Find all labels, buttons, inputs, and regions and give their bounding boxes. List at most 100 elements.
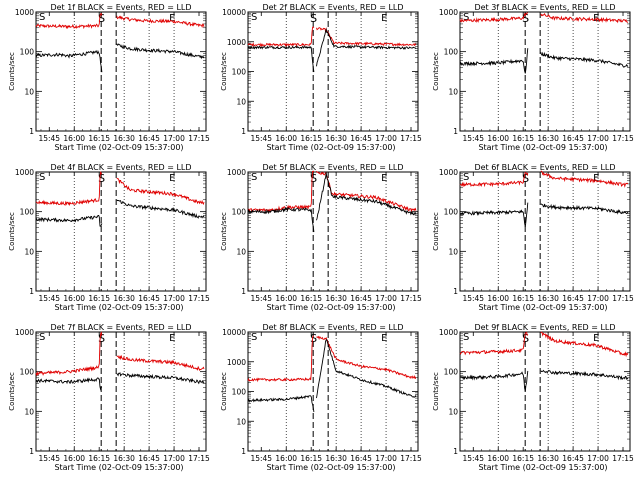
y-tick-label: 10 — [448, 247, 458, 256]
chart-title: Det 1f BLACK = Events, RED = LLD — [50, 3, 191, 12]
plot-frame — [247, 331, 419, 452]
y-tick-label: 100 — [444, 368, 459, 377]
x-tick-label: 15:45 — [38, 294, 60, 303]
x-tick-label: 16:30 — [537, 294, 559, 303]
x-tick-label: 15:45 — [250, 454, 272, 463]
chart-panel-4: Det 4f BLACK = Events, RED = LLD 1 10 100 10… — [8, 163, 210, 312]
x-tick-label: 16:15 — [512, 454, 534, 463]
x-axis-label: Start Time (02-Oct-09 15:37:00) — [54, 303, 183, 312]
x-tick-label: 17:15 — [400, 454, 422, 463]
series-line-events — [459, 48, 629, 74]
series-line-lld — [247, 170, 417, 214]
chart-panel-6: Det 6f BLACK = Events, RED = LLD 1 10 100 10… — [432, 163, 634, 312]
x-tick-label: 15:45 — [462, 454, 484, 463]
x-axis-label: Start Time (02-Oct-09 15:37:00) — [54, 463, 183, 472]
y-tick-label: 1000 — [15, 168, 34, 177]
y-tick-label: 100 — [232, 388, 247, 397]
y-tick-label: 10 — [448, 87, 458, 96]
x-tick-label: 16:00 — [275, 134, 297, 143]
series-line-lld — [35, 171, 205, 207]
x-tick-label: 16:00 — [275, 294, 297, 303]
y-tick-label: 100 — [232, 68, 247, 77]
start-marker-label: S — [463, 332, 469, 343]
start-marker-label: S — [98, 172, 105, 185]
chart-panel-8: Det 8f BLACK = Events, RED = LLD 1 10 100 10… — [220, 323, 422, 472]
x-tick-label: 16:15 — [300, 134, 322, 143]
x-tick-label: 16:30 — [113, 294, 135, 303]
chart-panel-9: Det 9f BLACK = Events, RED = LLD 1 10 100 10… — [432, 323, 634, 472]
x-tick-label: 16:45 — [138, 294, 160, 303]
start-marker-label: S — [522, 332, 529, 345]
y-axis-label: Counts/sec — [220, 212, 228, 251]
x-tick-label: 17:15 — [612, 294, 634, 303]
series-line-events — [35, 372, 205, 392]
x-tick-label: 16:00 — [487, 134, 509, 143]
plot-frame — [35, 331, 207, 452]
y-tick-label: 1 — [29, 447, 34, 456]
start-marker-label: S — [310, 12, 317, 25]
start-marker-label: S — [98, 12, 105, 25]
x-tick-label: 15:45 — [462, 134, 484, 143]
x-tick-label: 16:45 — [350, 454, 372, 463]
series-line-events — [35, 199, 205, 227]
y-tick-label: 1 — [241, 447, 246, 456]
y-tick-label: 100 — [444, 48, 459, 57]
y-tick-label: 10 — [24, 247, 34, 256]
x-axis-label: Start Time (02-Oct-09 15:37:00) — [54, 143, 183, 152]
y-axis-label: Counts/sec — [432, 52, 440, 91]
x-axis-label: Start Time (02-Oct-09 15:37:00) — [266, 143, 395, 152]
start-marker-label: S — [522, 172, 529, 185]
y-tick-label: 1 — [453, 447, 458, 456]
x-tick-label: 16:30 — [113, 134, 135, 143]
series-line-events — [247, 172, 417, 233]
end-marker-label: E — [381, 13, 387, 24]
start-marker-label: S — [39, 332, 45, 343]
x-tick-label: 17:00 — [163, 454, 185, 463]
plot-frame — [459, 331, 631, 452]
x-tick-label: 17:15 — [188, 454, 210, 463]
y-axis-label: Counts/sec — [8, 212, 16, 251]
x-tick-label: 16:15 — [300, 454, 322, 463]
chart-title: Det 6f BLACK = Events, RED = LLD — [474, 163, 615, 172]
y-tick-label: 10 — [24, 407, 34, 416]
y-tick-label: 1 — [241, 127, 246, 136]
chart-panel-3: Det 3f BLACK = Events, RED = LLD 1 10 100 10… — [432, 3, 634, 152]
end-marker-label: E — [381, 173, 387, 184]
x-tick-label: 15:45 — [38, 454, 60, 463]
x-tick-label: 16:45 — [562, 454, 584, 463]
series-line-lld — [459, 12, 629, 24]
y-tick-label: 1 — [453, 127, 458, 136]
plot-frame — [35, 171, 207, 292]
plot-frame — [247, 171, 419, 292]
end-marker-label: E — [169, 173, 175, 184]
series-line-events — [35, 43, 205, 73]
x-tick-label: 16:45 — [138, 454, 160, 463]
series-line-lld — [35, 12, 205, 30]
y-tick-label: 10 — [24, 87, 34, 96]
x-axis-label: Start Time (02-Oct-09 15:37:00) — [478, 303, 607, 312]
x-tick-label: 16:00 — [487, 454, 509, 463]
x-tick-label: 16:00 — [63, 454, 85, 463]
y-tick-label: 1 — [29, 287, 34, 296]
x-tick-label: 16:15 — [300, 294, 322, 303]
y-axis-label: Counts/sec — [220, 52, 228, 91]
end-marker-label: E — [593, 333, 599, 344]
x-tick-label: 16:15 — [88, 454, 110, 463]
series-line-events — [459, 369, 629, 392]
x-tick-label: 17:00 — [375, 454, 397, 463]
start-marker-label: S — [522, 12, 529, 25]
x-tick-label: 16:15 — [512, 294, 534, 303]
end-marker-label: E — [593, 173, 599, 184]
y-tick-label: 100 — [232, 208, 247, 217]
x-tick-label: 17:00 — [375, 134, 397, 143]
y-tick-label: 10 — [236, 247, 246, 256]
x-tick-label: 16:45 — [138, 134, 160, 143]
x-axis-label: Start Time (02-Oct-09 15:37:00) — [266, 463, 395, 472]
x-tick-label: 17:15 — [188, 294, 210, 303]
plot-frame — [247, 11, 419, 132]
x-axis-label: Start Time (02-Oct-09 15:37:00) — [266, 303, 395, 312]
end-marker-label: E — [381, 333, 387, 344]
y-tick-label: 100 — [20, 208, 35, 217]
chart-title: Det 2f BLACK = Events, RED = LLD — [262, 3, 403, 12]
